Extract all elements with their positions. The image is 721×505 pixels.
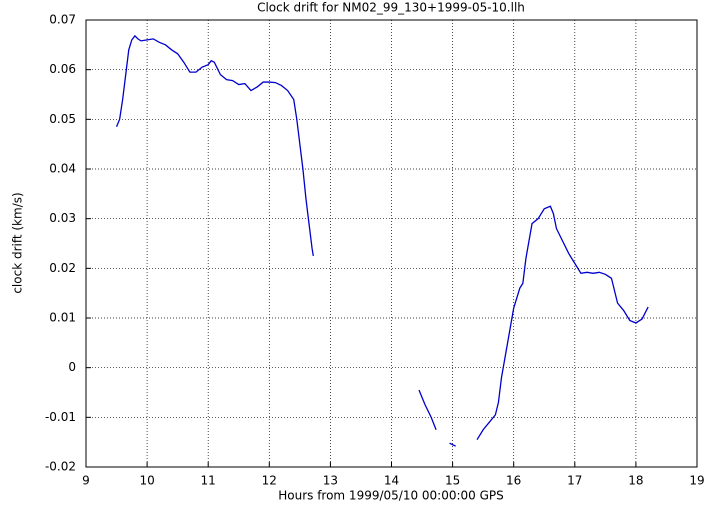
x-tick-label: 12 [262, 474, 277, 488]
y-tick-label: 0.01 [49, 311, 76, 325]
y-tick-label: 0.06 [49, 62, 76, 76]
x-tick-label: 11 [201, 474, 216, 488]
data-line [115, 34, 649, 447]
y-tick-label: 0 [68, 360, 76, 374]
y-tick-label: 0.07 [49, 13, 76, 27]
x-tick-label: 10 [139, 474, 154, 488]
x-tick-label: 14 [384, 474, 399, 488]
x-tick-label: 15 [445, 474, 460, 488]
y-tick-label: 0.04 [49, 162, 76, 176]
plot-frame [85, 19, 698, 468]
y-tick-label: 0.05 [49, 112, 76, 126]
y-tick-label: 0.03 [49, 211, 76, 225]
chart-title: Clock drift for NM02_99_130+1999-05-10.l… [257, 1, 525, 15]
y-axis-label: clock drift (km/s) [11, 192, 25, 293]
x-tick-label: 19 [689, 474, 704, 488]
y-tick-label: -0.01 [45, 410, 76, 424]
x-tick-label: 9 [82, 474, 90, 488]
x-tick-label: 18 [628, 474, 643, 488]
x-tick-label: 17 [567, 474, 582, 488]
x-tick-label: 16 [506, 474, 521, 488]
x-tick-label: 13 [323, 474, 338, 488]
x-axis-label: Hours from 1999/05/10 00:00:00 GPS [278, 489, 504, 503]
y-tick-label: -0.02 [45, 460, 76, 474]
y-tick-label: 0.02 [49, 261, 76, 275]
